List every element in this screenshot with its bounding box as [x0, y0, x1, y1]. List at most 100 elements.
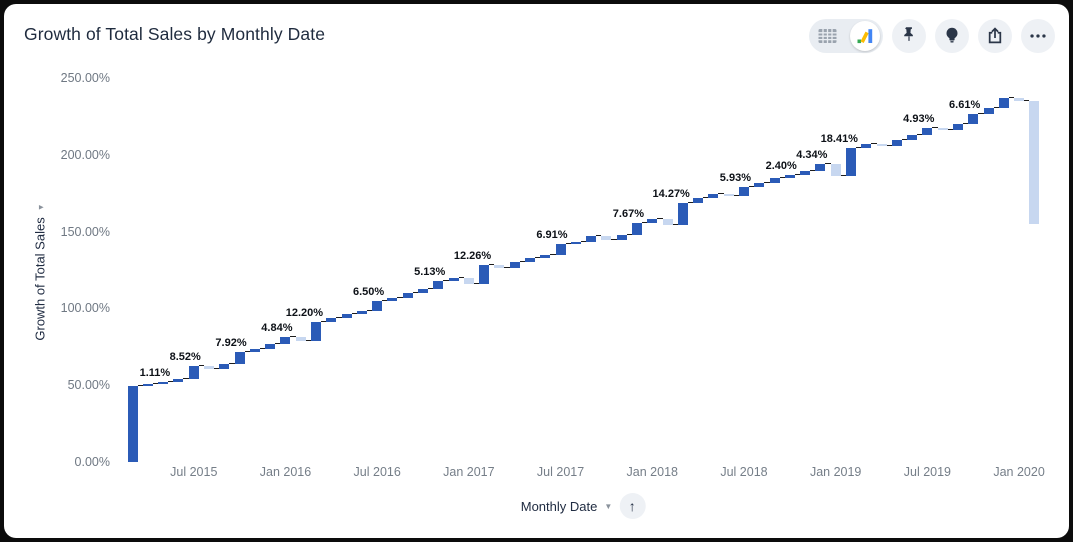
- waterfall-connector: [397, 296, 403, 298]
- waterfall-bar[interactable]: [907, 135, 918, 141]
- waterfall-bar[interactable]: [494, 265, 505, 268]
- x-tick-label: Jul 2015: [170, 465, 218, 479]
- waterfall-bar[interactable]: [509, 261, 520, 268]
- waterfall-bar[interactable]: [265, 344, 276, 349]
- x-tick-label: Jan 2018: [626, 465, 678, 479]
- x-axis-title[interactable]: Monthly Date: [520, 498, 598, 514]
- waterfall-connector: [1024, 99, 1030, 101]
- waterfall-bar[interactable]: [952, 124, 963, 130]
- waterfall-bar[interactable]: [983, 107, 994, 114]
- waterfall-connector: [718, 193, 724, 195]
- waterfall-bar[interactable]: [372, 300, 383, 311]
- waterfall-connector: [779, 177, 785, 179]
- waterfall-connector: [580, 240, 587, 242]
- waterfall-bar[interactable]: [387, 297, 398, 301]
- waterfall-bar[interactable]: [693, 198, 704, 203]
- waterfall-bar[interactable]: [677, 202, 688, 225]
- waterfall-bar[interactable]: [540, 254, 551, 258]
- waterfall-bar[interactable]: [188, 366, 199, 380]
- waterfall-bar[interactable]: [295, 336, 306, 341]
- waterfall-plot: 1.11% 8.52% 7.92% 4.84% 12.20% 6.50% 5.13% 12.2…: [125, 78, 1042, 462]
- waterfall-bar[interactable]: [586, 236, 597, 242]
- lightbulb-icon: [946, 27, 958, 43]
- waterfall-bar[interactable]: [784, 174, 795, 179]
- waterfall-bar[interactable]: [280, 336, 291, 345]
- waterfall-bar[interactable]: [142, 384, 153, 386]
- waterfall-connector: [1008, 97, 1015, 99]
- waterfall-bar[interactable]: [204, 366, 215, 369]
- waterfall-bar[interactable]: [341, 314, 352, 319]
- waterfall-bar[interactable]: [815, 163, 826, 171]
- more-options-button[interactable]: [1021, 19, 1055, 53]
- bar-data-label: 6.91%: [536, 229, 568, 242]
- y-axis-sort-triangle-icon: ▼: [36, 203, 46, 212]
- waterfall-bar[interactable]: [754, 183, 765, 187]
- table-view-toggle[interactable]: [812, 21, 842, 51]
- view-toggle[interactable]: [809, 19, 883, 53]
- waterfall-bar[interactable]: [601, 236, 612, 240]
- waterfall-bar[interactable]: [249, 348, 260, 353]
- waterfall-connector: [336, 317, 342, 319]
- waterfall-bar[interactable]: [219, 364, 230, 369]
- chart-view-toggle[interactable]: [850, 21, 880, 51]
- waterfall-bar[interactable]: [1029, 100, 1040, 225]
- waterfall-bar[interactable]: [479, 265, 490, 285]
- waterfall-bar[interactable]: [418, 289, 429, 294]
- waterfall-bar[interactable]: [922, 127, 933, 136]
- waterfall-bar[interactable]: [433, 281, 444, 290]
- x-tick-label: Jan 2017: [443, 465, 495, 479]
- waterfall-bar[interactable]: [555, 244, 566, 255]
- waterfall-bar[interactable]: [861, 143, 872, 149]
- waterfall-bar[interactable]: [234, 352, 245, 365]
- waterfall-connector: [611, 238, 617, 240]
- waterfall-bar[interactable]: [876, 143, 887, 147]
- waterfall-bar[interactable]: [723, 194, 734, 196]
- waterfall-bar[interactable]: [173, 379, 184, 383]
- waterfall-bar[interactable]: [158, 382, 169, 385]
- waterfall-bar[interactable]: [845, 148, 856, 177]
- waterfall-bar[interactable]: [738, 186, 749, 196]
- waterfall-connector: [596, 235, 602, 237]
- waterfall-bar[interactable]: [326, 318, 337, 323]
- pin-button[interactable]: [892, 19, 926, 53]
- waterfall-connector: [137, 384, 143, 386]
- waterfall-bar[interactable]: [647, 219, 658, 223]
- waterfall-connector: [886, 145, 892, 147]
- waterfall-bar[interactable]: [937, 127, 948, 130]
- waterfall-bar[interactable]: [127, 385, 138, 462]
- waterfall-bar[interactable]: [662, 219, 673, 225]
- waterfall-bar[interactable]: [830, 163, 841, 177]
- insights-button[interactable]: [935, 19, 969, 53]
- waterfall-connector: [794, 173, 801, 175]
- waterfall-bar[interactable]: [356, 310, 367, 315]
- waterfall-bar[interactable]: [708, 194, 719, 199]
- waterfall-bar[interactable]: [998, 98, 1009, 108]
- waterfall-bar[interactable]: [525, 257, 535, 262]
- waterfall-connector: [275, 343, 281, 345]
- waterfall-bar[interactable]: [631, 222, 642, 235]
- waterfall-connector: [764, 182, 770, 184]
- bar-data-label: 5.13%: [414, 266, 446, 279]
- waterfall-bar[interactable]: [769, 178, 780, 184]
- waterfall-connector: [168, 381, 174, 383]
- share-button[interactable]: [978, 19, 1012, 53]
- waterfall-connector: [657, 218, 663, 220]
- waterfall-bar[interactable]: [402, 293, 413, 298]
- sort-ascending-button[interactable]: ↑: [619, 493, 646, 519]
- waterfall-bar[interactable]: [1014, 98, 1025, 101]
- waterfall-bar[interactable]: [570, 241, 581, 245]
- waterfall-connector: [366, 309, 373, 311]
- x-tick-label: Jul 2016: [353, 465, 401, 479]
- waterfall-connector: [962, 123, 969, 125]
- page-title: Growth of Total Sales by Monthly Date: [24, 24, 326, 44]
- waterfall-bar[interactable]: [463, 278, 474, 285]
- waterfall-bar[interactable]: [891, 140, 902, 147]
- waterfall-bar[interactable]: [616, 234, 627, 240]
- waterfall-bar[interactable]: [311, 322, 322, 341]
- waterfall-bar[interactable]: [968, 114, 979, 125]
- waterfall-connector: [489, 264, 495, 266]
- x-axis-dropdown-triangle-icon[interactable]: ▼: [604, 501, 613, 511]
- waterfall-bar[interactable]: [448, 278, 459, 282]
- waterfall-bar[interactable]: [800, 170, 811, 175]
- waterfall-connector: [428, 288, 434, 290]
